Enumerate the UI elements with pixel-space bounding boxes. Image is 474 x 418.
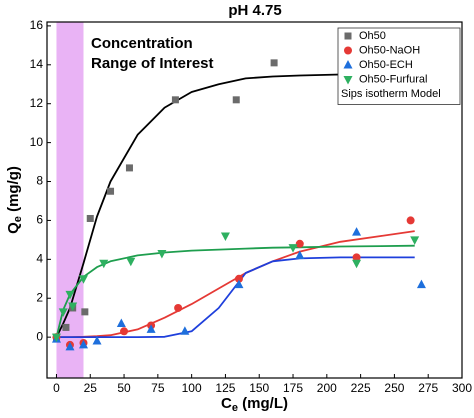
x-tick-label: 100 <box>182 381 202 395</box>
legend-marker <box>343 60 353 69</box>
y-axis-label-sub: e <box>12 216 24 222</box>
marker <box>410 236 420 245</box>
marker <box>352 259 362 269</box>
marker <box>65 290 75 300</box>
x-axis-label-unit: (mg/L) <box>242 395 288 412</box>
marker <box>92 336 102 345</box>
marker <box>352 227 362 236</box>
y-tick-label: 4 <box>36 252 43 266</box>
legend-marker <box>344 32 352 40</box>
x-tick-label: 25 <box>84 381 98 395</box>
y-axis-label-unit: (mg/g) <box>5 166 22 212</box>
y-tick-label: 6 <box>36 213 43 227</box>
y-tick-label: 8 <box>36 174 43 188</box>
marker <box>295 250 305 259</box>
fit-line <box>55 244 415 338</box>
fit-line <box>55 73 341 338</box>
chart-title: pH 4.75 <box>228 2 281 19</box>
y-tick-label: 0 <box>36 329 43 343</box>
x-tick-label: 150 <box>249 381 269 395</box>
marker <box>126 257 136 267</box>
marker <box>51 333 61 343</box>
fit-line <box>56 256 415 338</box>
y-axis-label-main: Q <box>5 222 22 234</box>
marker <box>270 59 278 67</box>
marker <box>78 339 88 349</box>
x-axis-label-sub: e <box>232 402 238 413</box>
marker <box>146 324 156 333</box>
legend-marker <box>344 46 352 55</box>
y-tick-label: 12 <box>30 96 44 110</box>
legend-label: Oh50-NaOH <box>359 44 420 56</box>
marker <box>295 239 304 248</box>
marker <box>125 164 133 172</box>
legend-label: Oh50-Furfural <box>359 73 427 85</box>
x-tick-label: 50 <box>117 381 131 395</box>
marker <box>174 303 183 312</box>
marker <box>99 259 109 269</box>
fit-lines <box>55 73 415 338</box>
y-tick-label: 16 <box>30 18 44 32</box>
marker <box>406 216 415 225</box>
marker <box>416 279 426 289</box>
marker <box>232 96 240 104</box>
marker <box>68 302 78 312</box>
marker <box>58 308 68 317</box>
marker <box>62 323 70 331</box>
legend-marker <box>343 76 353 85</box>
x-tick-label: 200 <box>317 381 337 395</box>
marker <box>352 253 361 262</box>
marker <box>78 275 88 284</box>
marker <box>116 318 126 328</box>
x-tick-label: 300 <box>452 381 472 395</box>
legend-label: Oh50-ECH <box>359 59 413 71</box>
marker <box>220 232 230 241</box>
marker <box>65 341 75 351</box>
marker <box>180 326 190 335</box>
x-tick-label: 275 <box>418 381 438 395</box>
x-tick-label: 0 <box>53 381 60 395</box>
annotation: Range of Interest <box>91 55 214 72</box>
marker <box>81 308 89 316</box>
x-axis-label-main: C <box>221 395 232 412</box>
highlight-band <box>56 22 84 378</box>
annotation: Concentration <box>91 35 193 52</box>
x-tick-label: 175 <box>283 381 303 395</box>
marker <box>107 187 115 195</box>
y-tick-label: 10 <box>30 135 44 149</box>
marker <box>288 244 298 253</box>
marker <box>234 279 244 289</box>
y-axis-label: Qe (mg/g) <box>5 166 24 234</box>
marker <box>234 274 243 283</box>
x-tick-label: 75 <box>151 381 165 395</box>
marker <box>157 249 167 259</box>
marker <box>86 214 94 222</box>
y-tick-label: 2 <box>36 290 43 304</box>
x-axis-label: Ce (mg/L) <box>221 395 288 413</box>
legend-box <box>337 27 461 105</box>
legend-label: Oh50 <box>359 30 386 42</box>
x-tick-label: 225 <box>351 381 371 395</box>
plot-frame <box>46 21 463 379</box>
legend-label: Sips isotherm Model <box>341 88 441 100</box>
x-tick-label: 125 <box>215 381 235 395</box>
marker <box>171 96 179 104</box>
x-tick-label: 250 <box>384 381 404 395</box>
y-tick-label: 14 <box>30 57 44 71</box>
marker <box>120 327 129 336</box>
